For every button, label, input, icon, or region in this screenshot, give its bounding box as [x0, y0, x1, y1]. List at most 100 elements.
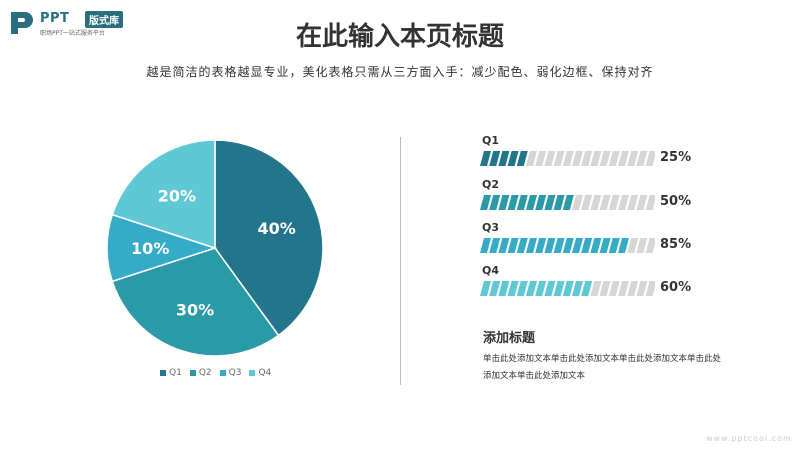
- bar-empty-segment: [544, 151, 556, 166]
- bar-fill-segment: [489, 281, 501, 296]
- bar-row-q4: Q4 60%: [480, 260, 700, 300]
- brand-logo: PPT 版式库 职场PPT一站式服务平台: [8, 8, 158, 38]
- logo-p-icon: [11, 12, 33, 34]
- bar-fill-segment: [581, 281, 593, 296]
- bar-empty-segment: [645, 151, 655, 166]
- bar-fill-segment: [553, 195, 565, 210]
- page-subtitle: 越是简洁的表格越显专业，美化表格只需从三方面入手：减少配色、弱化边框、保持对齐: [146, 65, 654, 79]
- bar-fill-segment: [498, 151, 510, 166]
- bar-empty-segment: [535, 151, 547, 166]
- bar-track-q3: [480, 238, 655, 253]
- bar-fill-segment: [572, 281, 583, 296]
- bar-empty-segment: [636, 151, 648, 166]
- bar-empty-segment: [562, 151, 574, 166]
- bar-fill-segment: [581, 238, 593, 253]
- bar-fill-segment: [489, 151, 501, 166]
- bar-fill-segment: [562, 281, 574, 296]
- bar-fill-segment: [553, 281, 565, 296]
- textbox-title: 添加标题: [483, 331, 536, 346]
- bar-fill-segment: [489, 195, 501, 210]
- logo-badge: 版式库: [85, 11, 123, 28]
- bar-empty-segment: [627, 195, 639, 210]
- bar-row-q3: Q3 85%: [480, 217, 700, 257]
- bar-category-label: Q1: [482, 134, 500, 147]
- progress-bar-chart: Q1 25% Q2 50% Q3 85% Q4 60%: [480, 130, 700, 310]
- legend-label: Q1: [169, 368, 182, 378]
- pie-label-q2: 30%: [176, 301, 214, 320]
- bar-empty-segment: [636, 281, 648, 296]
- bar-fill-segment: [618, 238, 629, 253]
- bar-empty-segment: [627, 151, 639, 166]
- page-title: 在此输入本页标题: [295, 22, 504, 52]
- legend-label: Q3: [228, 368, 242, 378]
- bar-fill-segment: [562, 195, 574, 210]
- bar-fill-segment: [544, 281, 556, 296]
- bar-fill-segment: [535, 238, 547, 253]
- bar-fill-segment: [553, 238, 565, 253]
- bar-value-label: 60%: [660, 280, 692, 295]
- bar-track-q4: [480, 281, 655, 296]
- legend-swatch: [219, 370, 226, 376]
- legend-swatch: [160, 370, 166, 376]
- bar-fill-segment: [507, 281, 519, 296]
- bar-empty-segment: [636, 195, 648, 210]
- legend-label: Q2: [198, 368, 212, 378]
- bar-empty-segment: [608, 151, 620, 166]
- bar-fill-segment: [498, 238, 510, 253]
- bar-empty-segment: [581, 195, 593, 210]
- bar-fill-segment: [516, 195, 528, 210]
- bar-fill-segment: [480, 238, 491, 253]
- legend-swatch: [249, 370, 256, 376]
- pie-slice-q4: [111, 139, 216, 250]
- bar-empty-segment: [636, 238, 648, 253]
- bar-fill-segment: [526, 195, 537, 210]
- bar-empty-segment: [618, 151, 629, 166]
- bar-value-label: 25%: [660, 150, 692, 165]
- bar-fill-segment: [599, 238, 611, 253]
- bar-fill-segment: [590, 238, 602, 253]
- bar-empty-segment: [572, 151, 583, 166]
- bar-fill-segment: [507, 151, 519, 166]
- bar-empty-segment: [627, 238, 639, 253]
- bar-row-q2: Q2 50%: [480, 174, 700, 214]
- legend-item-q3: Q3: [219, 368, 242, 378]
- bar-fill-segment: [608, 238, 620, 253]
- bar-empty-segment: [645, 238, 655, 253]
- bar-empty-segment: [618, 195, 629, 210]
- pie-label-q1: 40%: [257, 219, 295, 238]
- bar-value-label: 85%: [660, 237, 692, 252]
- bar-track-q2: [480, 195, 655, 210]
- bar-fill-segment: [507, 195, 519, 210]
- pie-slice-q2: [111, 247, 280, 357]
- bar-empty-segment: [608, 281, 620, 296]
- watermark: www.pptcool.com: [706, 434, 792, 443]
- bar-empty-segment: [645, 281, 655, 296]
- logo-tagline: 职场PPT一站式服务平台: [40, 30, 105, 37]
- bar-empty-segment: [627, 281, 639, 296]
- bar-empty-segment: [581, 151, 593, 166]
- bar-fill-segment: [516, 151, 528, 166]
- bar-fill-segment: [544, 195, 556, 210]
- bar-category-label: Q3: [482, 221, 500, 234]
- bar-track-q1: [480, 151, 655, 166]
- bar-fill-segment: [480, 281, 491, 296]
- bar-fill-segment: [535, 281, 547, 296]
- bar-empty-segment: [618, 281, 629, 296]
- bar-fill-segment: [572, 238, 583, 253]
- bar-fill-segment: [480, 195, 491, 210]
- bar-category-label: Q4: [482, 264, 500, 277]
- bar-fill-segment: [498, 281, 510, 296]
- textbox-body: 单击此处添加文本单击此处添加文本单击此处添加文本单击此处添加文本单击此处添加文本: [483, 354, 722, 381]
- logo-brand-text: PPT: [40, 11, 70, 26]
- bar-fill-segment: [535, 195, 547, 210]
- pie-legend: Q1 Q2 Q3 Q4: [160, 368, 271, 378]
- bar-empty-segment: [590, 195, 602, 210]
- legend-item-q4: Q4: [249, 368, 271, 378]
- pie-slice-q1: [214, 139, 324, 337]
- bar-empty-segment: [599, 281, 611, 296]
- bar-fill-segment: [507, 238, 519, 253]
- bar-fill-segment: [562, 238, 574, 253]
- bar-empty-segment: [599, 195, 611, 210]
- bar-fill-segment: [498, 195, 510, 210]
- bar-empty-segment: [599, 151, 611, 166]
